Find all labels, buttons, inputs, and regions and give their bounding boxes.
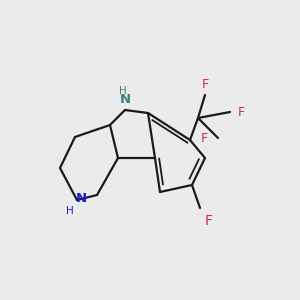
Text: F: F — [201, 131, 208, 145]
Text: F: F — [205, 214, 213, 228]
Text: H: H — [119, 86, 127, 96]
Text: F: F — [238, 106, 245, 118]
Text: N: N — [75, 191, 87, 205]
Text: N: N — [119, 93, 130, 106]
Text: F: F — [201, 78, 208, 91]
Text: H: H — [66, 206, 74, 216]
